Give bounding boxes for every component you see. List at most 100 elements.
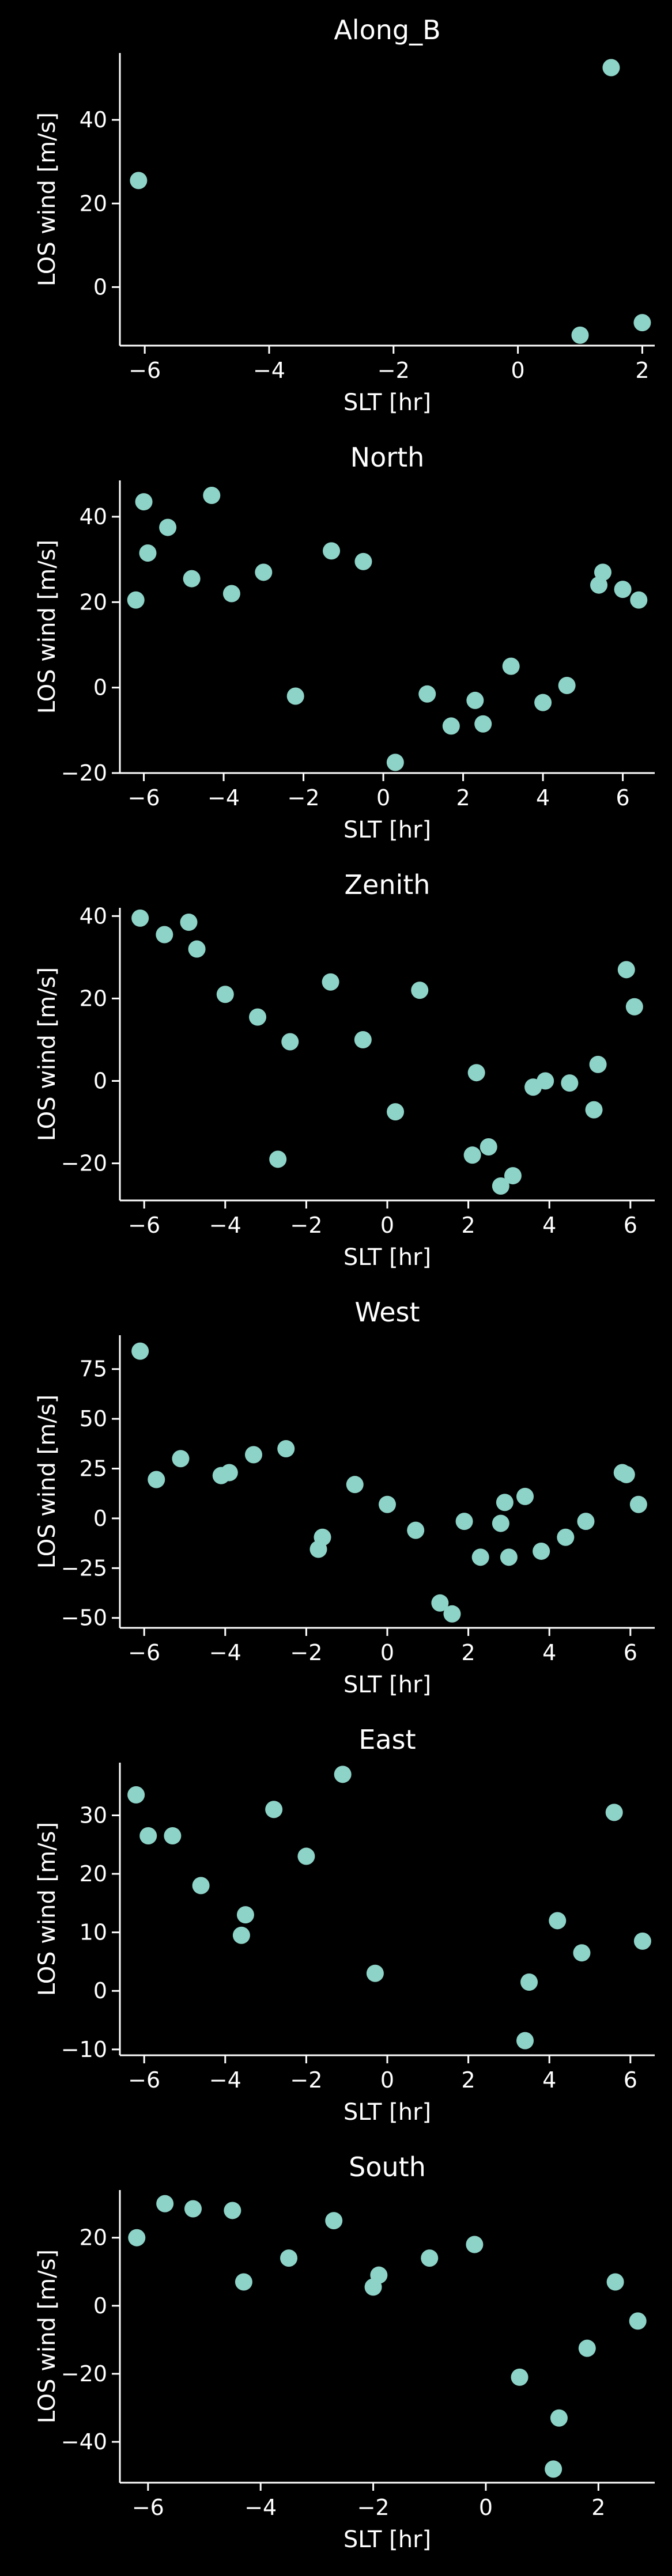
y-tick-label: −20 <box>61 760 107 786</box>
data-point <box>379 1495 396 1513</box>
data-point <box>235 2273 252 2291</box>
x-tick-label: −2 <box>288 785 320 810</box>
x-tick-label: −2 <box>290 1213 322 1238</box>
x-tick-label: −4 <box>244 2495 277 2520</box>
data-point <box>602 59 620 77</box>
y-tick-label: 10 <box>80 1920 107 1945</box>
data-point <box>502 657 520 675</box>
x-tick-label: 4 <box>542 2067 556 2093</box>
y-tick-label: 75 <box>80 1357 107 1382</box>
data-point <box>411 982 429 999</box>
data-point <box>366 1964 384 1982</box>
data-point <box>314 1528 331 1546</box>
x-tick-label: 2 <box>456 785 470 810</box>
data-point <box>387 1103 405 1121</box>
data-point <box>148 1471 165 1488</box>
x-tick-label: 0 <box>380 1640 394 1665</box>
x-tick-label: −2 <box>377 358 410 383</box>
data-point <box>130 172 148 190</box>
data-point <box>188 940 206 958</box>
x-tick-label: −2 <box>290 1640 322 1665</box>
panel-east: East −6 −4 −2 0 2 4 6 −10 0 10 20 30 SLT [hr] LOS wind… <box>34 1724 655 2126</box>
y-tick-label: 0 <box>93 675 107 700</box>
x-axis-label: SLT [hr] <box>343 817 431 843</box>
data-point <box>511 2368 528 2386</box>
data-point <box>322 973 339 991</box>
data-point <box>159 518 177 536</box>
y-tick-label: 0 <box>93 274 107 300</box>
y-tick-label: 20 <box>80 1861 107 1886</box>
data-point <box>463 1146 481 1164</box>
data-point <box>156 926 173 944</box>
data-point <box>455 1513 473 1531</box>
data-point <box>625 998 643 1016</box>
data-point <box>442 717 460 735</box>
data-point <box>629 1495 647 1513</box>
x-tick-label: 6 <box>624 2067 637 2093</box>
x-tick-label: 2 <box>462 1640 475 1665</box>
y-tick-label: 20 <box>80 191 107 216</box>
x-tick-label: 2 <box>462 1213 475 1238</box>
x-tick-label: −6 <box>128 2067 160 2093</box>
y-axis-label: LOS wind [m/s] <box>34 2249 61 2423</box>
x-tick-label: −6 <box>128 1213 160 1238</box>
data-point <box>606 2273 624 2291</box>
x-axis-label: SLT [hr] <box>343 2526 431 2553</box>
data-point <box>370 2266 388 2284</box>
y-tick-label: −50 <box>61 1605 107 1631</box>
data-point <box>480 1138 497 1156</box>
data-point <box>421 2249 439 2267</box>
data-point <box>573 1944 591 1962</box>
x-axis-label: SLT [hr] <box>343 1244 431 1271</box>
data-point <box>550 2409 568 2427</box>
data-point <box>354 552 372 570</box>
y-tick-label: −20 <box>61 1151 107 1176</box>
y-tick-label: 40 <box>80 903 107 929</box>
data-point <box>496 1494 514 1511</box>
data-point <box>139 544 157 562</box>
y-tick-label: 0 <box>93 1069 107 1094</box>
data-point <box>156 2195 174 2213</box>
x-tick-label: −2 <box>290 2067 322 2093</box>
y-tick-label: 20 <box>80 589 107 615</box>
data-point <box>220 1464 238 1482</box>
x-tick-label: 4 <box>542 1213 556 1238</box>
data-point <box>249 1008 267 1026</box>
data-point <box>255 563 273 581</box>
data-point <box>558 676 576 694</box>
data-point <box>281 1033 299 1051</box>
x-tick-label: 0 <box>511 358 525 383</box>
data-point <box>520 1973 538 1991</box>
y-axis-label: LOS wind [m/s] <box>34 540 61 714</box>
x-tick-label: 4 <box>542 1640 556 1665</box>
data-point <box>534 694 552 711</box>
x-axis-label: SLT [hr] <box>343 2099 431 2126</box>
data-point <box>474 715 492 733</box>
data-point <box>617 961 635 979</box>
x-tick-label: 6 <box>616 785 630 810</box>
panel-west: West −6 −4 −2 0 2 4 6 −50 −25 0 25 50 75 SLT [hr] LOS w… <box>34 1297 655 1698</box>
x-tick-label: −4 <box>207 785 240 810</box>
data-point <box>633 1932 651 1950</box>
x-tick-label: −6 <box>128 785 160 810</box>
data-point <box>561 1074 579 1092</box>
x-tick-label: −4 <box>209 1213 241 1238</box>
x-tick-label: 2 <box>462 2067 475 2093</box>
y-tick-label: 25 <box>80 1456 107 1482</box>
data-point <box>127 591 145 609</box>
data-point <box>467 1064 485 1082</box>
data-point <box>184 2200 202 2218</box>
data-point <box>589 1055 607 1073</box>
x-tick-label: −6 <box>132 2495 164 2520</box>
data-point <box>323 542 341 560</box>
data-point <box>407 1521 425 1539</box>
data-point <box>180 914 198 931</box>
data-point <box>418 685 436 703</box>
data-point <box>164 1827 182 1844</box>
data-point <box>216 986 234 1003</box>
x-tick-label: −4 <box>209 1640 241 1665</box>
data-point <box>629 2312 647 2330</box>
chart-title: West <box>354 1297 420 1328</box>
